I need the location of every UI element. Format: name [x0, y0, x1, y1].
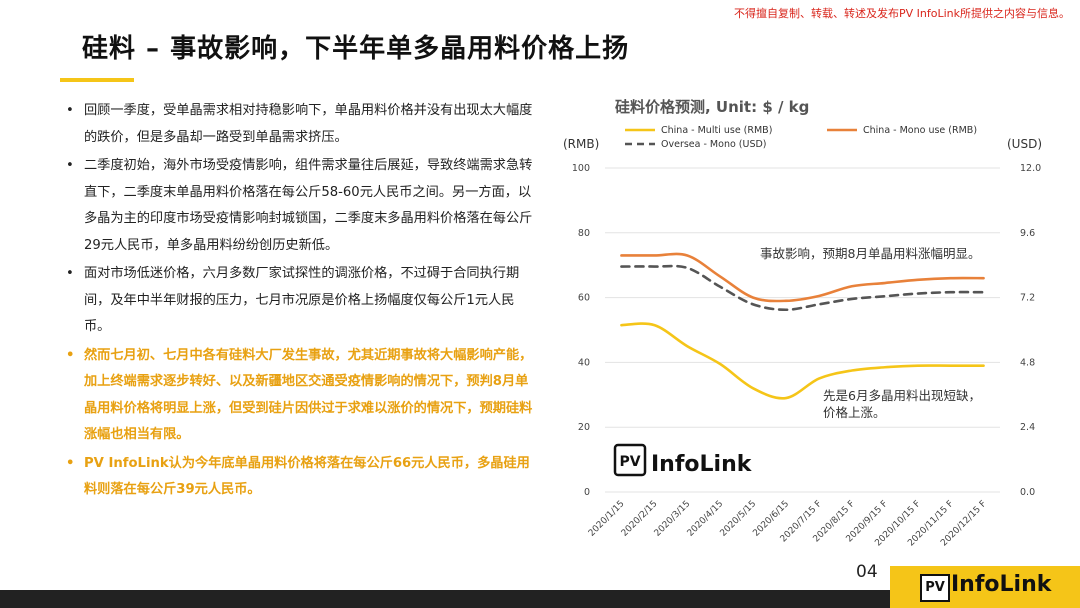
y2-tick-label: 7.2 [1020, 293, 1035, 304]
chart-logo-pv-box [613, 443, 647, 477]
left-axis-unit: (RMB) [563, 137, 599, 151]
right-axis-unit: (USD) [1007, 137, 1042, 151]
y-tick-label: 100 [572, 163, 590, 174]
disclaimer-text: 不得擅自复制、转载、转述及发布PV InfoLink所提供之内容与信息。 [734, 7, 1070, 20]
series-line-2 [620, 264, 985, 312]
bullet-item: 回顾一季度，受单晶需求相对持稳影响下，单晶用料价格并没有出现太大幅度的跌价，但是… [64, 98, 534, 151]
price-forecast-chart: 硅料价格预测, Unit: $ / kg (RMB) (USD) China -… [563, 98, 1042, 548]
y-tick-label: 80 [578, 228, 590, 239]
annotation-multi-line2: 价格上涨。 [823, 405, 886, 420]
y2-tick-label: 0.0 [1020, 487, 1035, 498]
series-line-1 [620, 252, 985, 303]
chart-logo-pv: PV [619, 454, 640, 470]
page-number: 04 [856, 562, 878, 582]
chart-legend: China - Multi use (RMB) China - Mono use… [625, 125, 977, 150]
title-underline [60, 78, 134, 82]
chart-logo: PV InfoLink [613, 443, 753, 477]
y-tick-label: 0 [584, 487, 590, 498]
footer-logo-pv: PV [920, 574, 950, 602]
footer-logo-word: InfoLink [951, 572, 1052, 597]
y2-tick-label: 4.8 [1020, 357, 1035, 368]
chart-title: 硅料价格预测, Unit: $ / kg [615, 98, 809, 116]
footer-logo: PV InfoLink [890, 566, 1080, 608]
bullet-item: 二季度初始，海外市场受疫情影响，组件需求量往后展延，导致终端需求急转直下，二季度… [64, 153, 534, 259]
y2-tick-label: 2.4 [1020, 422, 1035, 433]
chart-logo-word: InfoLink [651, 452, 753, 477]
footer-bar [0, 590, 1080, 608]
bullet-item-highlight: PV InfoLink认为今年底单晶用料价格将落在每公斤66元人民币，多晶硅用料… [64, 451, 534, 504]
legend-label-multi: China - Multi use (RMB) [661, 125, 772, 136]
page-title: 硅料 – 事故影响，下半年单多晶用料价格上扬 [82, 34, 630, 64]
bullet-list: 回顾一季度，受单晶需求相对持稳影响下，单晶用料价格并没有出现太大幅度的跌价，但是… [64, 98, 534, 506]
series-line-0 [620, 322, 985, 400]
y2-tick-label: 12.0 [1020, 163, 1041, 174]
annotation-mono: 事故影响，预期8月单晶用料涨幅明显。 [760, 246, 980, 261]
bullet-item-highlight: 然而七月初、七月中各有硅料大厂发生事故，尤其近期事故将大幅影响产能，加上终端需求… [64, 343, 534, 449]
legend-label-oversea: Oversea - Mono (USD) [661, 139, 767, 150]
y-tick-label: 40 [578, 357, 590, 368]
y2-tick-label: 9.6 [1020, 228, 1035, 239]
legend-label-mono: China - Mono use (RMB) [863, 125, 977, 136]
bullet-item: 面对市场低迷价格，六月多数厂家试探性的调涨价格，不过碍于合同执行期间，及年中半年… [64, 261, 534, 341]
y-tick-label: 20 [578, 422, 590, 433]
annotation-multi-line1: 先是6月多晶用料出现短缺， [823, 388, 981, 403]
y-tick-label: 60 [578, 293, 590, 304]
